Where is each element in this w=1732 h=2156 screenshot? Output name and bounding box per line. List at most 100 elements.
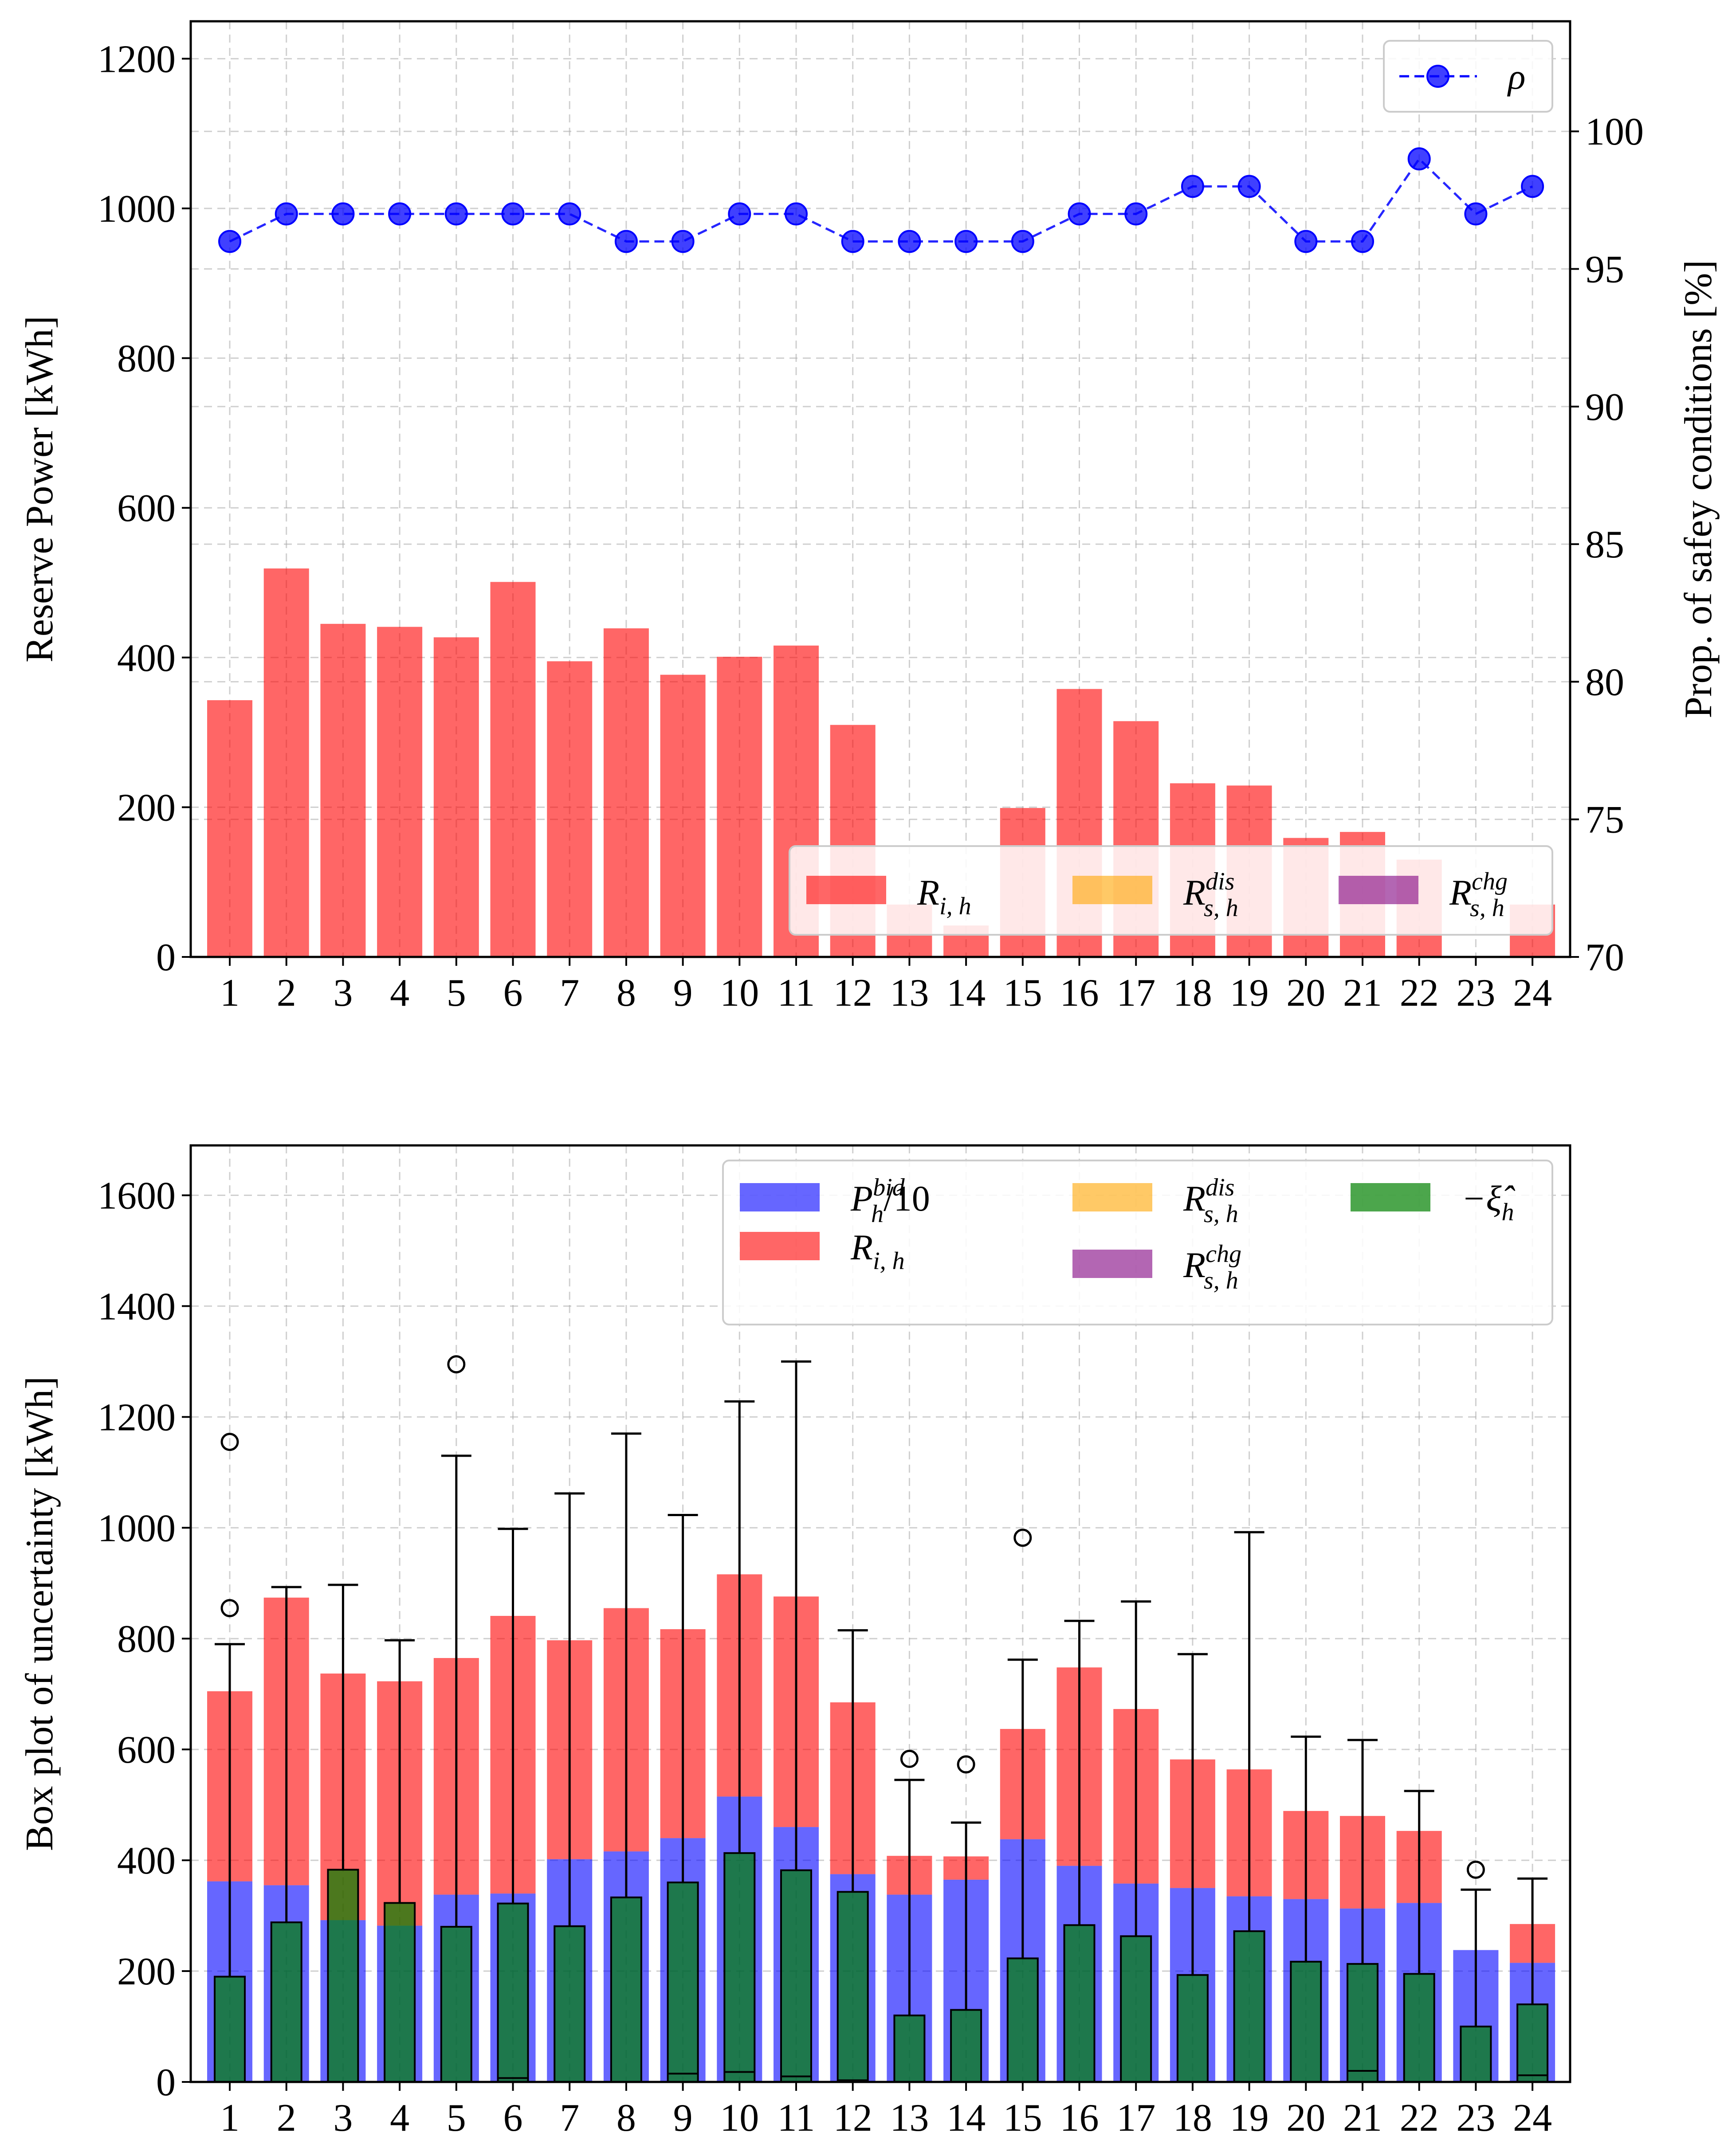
rho-point xyxy=(444,202,468,226)
top-legend-rho: ρ xyxy=(1383,40,1553,113)
top-x-tick-label: 23 xyxy=(1456,972,1495,1015)
top-bar-r-ih xyxy=(660,674,706,957)
rho-point xyxy=(954,230,978,253)
bottom-y-ticks: 0 200 400 600 800 1000 1200 1400 1600 xyxy=(98,1174,191,2104)
top-legend-reserves: Ri, h Rdis s, h Rchg s, h xyxy=(789,845,1553,936)
bottom-y-tick-label: 400 xyxy=(117,1839,176,1882)
boxplot-box xyxy=(1516,2003,1549,2083)
top-bar-r-ih xyxy=(717,657,762,957)
rho-point xyxy=(1294,230,1318,253)
top-bar-r-ih xyxy=(263,568,309,957)
top-x-tick-label: 11 xyxy=(778,972,815,1015)
top-y-tick-label: 600 xyxy=(117,487,176,530)
bottom-x-tick-label: 3 xyxy=(333,2097,353,2140)
rho-point xyxy=(898,230,921,253)
top-bar-r-ih xyxy=(547,661,593,957)
boxplot-box xyxy=(270,1921,302,2083)
top-y2-tick-label: 70 xyxy=(1585,936,1624,979)
top-y-tick-label: 1000 xyxy=(98,188,176,231)
rho-series-line xyxy=(229,157,1533,243)
rho-legend-label: ρ xyxy=(1507,56,1525,97)
top-y2-tick-label: 85 xyxy=(1585,523,1624,566)
top-x-tick-label: 20 xyxy=(1286,972,1325,1015)
top-rho-line xyxy=(218,147,1544,253)
bottom-x-tick-label: 18 xyxy=(1173,2097,1212,2140)
bottom-legend-label: Ri, h xyxy=(850,1227,905,1275)
boxplot-outlier xyxy=(447,1355,466,1374)
bottom-x-tick-label: 8 xyxy=(617,2097,636,2140)
bottom-x-ticks: 1 2 3 4 5 6 7 8 9 10 11 12 13 14 15 16 17 18 19 20 21 22 23 24 xyxy=(220,2082,1552,2140)
boxplot-box xyxy=(554,1925,586,2083)
bottom-legend-swatch xyxy=(740,1183,820,1211)
bottom-y-tick-label: 1200 xyxy=(98,1396,176,1439)
top-y2-tick-label: 95 xyxy=(1585,248,1624,291)
bottom-x-tick-label: 6 xyxy=(503,2097,523,2140)
boxplot-box xyxy=(1006,1957,1039,2083)
boxplot-outlier xyxy=(220,1599,239,1618)
top-x-tick-label: 16 xyxy=(1060,972,1099,1015)
top-x-tick-label: 3 xyxy=(333,972,353,1015)
top-y2-tick-label: 90 xyxy=(1585,386,1624,429)
bottom-x-tick-label: 10 xyxy=(720,2097,759,2140)
boxplot-box xyxy=(440,1926,472,2083)
boxplot-box xyxy=(1460,2026,1492,2083)
boxplot-box xyxy=(667,1882,699,2083)
bottom-x-tick-label: 17 xyxy=(1116,2097,1155,2140)
bottom-y-tick-label: 1000 xyxy=(98,1507,176,1550)
top-x-tick-label: 22 xyxy=(1400,972,1439,1015)
bottom-x-tick-label: 2 xyxy=(277,2097,296,2140)
top-y2-tick-label: 80 xyxy=(1585,661,1624,704)
bottom-x-tick-label: 22 xyxy=(1400,2097,1439,2140)
rho-point xyxy=(728,202,751,226)
rho-point xyxy=(614,230,638,253)
top-x-tick-label: 18 xyxy=(1173,972,1212,1015)
top-x-tick-label: 21 xyxy=(1343,972,1382,1015)
bottom-chart-panel: 1 2 3 4 5 6 7 8 9 10 11 12 13 14 15 16 17 18 19 20 21 22 23 24 … xyxy=(18,1144,1571,2140)
rho-point xyxy=(841,230,864,253)
rho-point xyxy=(558,202,581,226)
bottom-legend-box xyxy=(722,1160,1553,1325)
rho-point xyxy=(388,202,412,226)
bottom-y-tick-label: 1400 xyxy=(98,1285,176,1328)
boxplot-box xyxy=(610,1896,642,2083)
boxplot-box xyxy=(1347,1963,1379,2083)
bottom-y-tick-label: 200 xyxy=(117,1950,176,1993)
top-y2-tick-label: 75 xyxy=(1585,799,1624,842)
top-x-tick-label: 6 xyxy=(503,972,523,1015)
boxplot-box xyxy=(327,1869,359,2083)
top-x-ticks: 1 2 3 4 5 6 7 8 9 10 11 12 13 14 15 16 17 18 19 20 21 22 23 24 xyxy=(220,957,1552,1015)
rho-point xyxy=(1011,230,1034,253)
bottom-x-tick-label: 9 xyxy=(673,2097,693,2140)
bottom-legend-label: Rchg s, h xyxy=(1183,1240,1241,1294)
boxplot-box xyxy=(780,1869,812,2083)
bottom-legend-label: Rdis s, h xyxy=(1183,1174,1238,1228)
boxplot-outlier xyxy=(1466,1860,1485,1879)
top-x-tick-label: 4 xyxy=(390,972,409,1015)
rho-point xyxy=(1464,202,1488,226)
top-y-tick-label: 1200 xyxy=(98,38,176,81)
bottom-y-tick-label: 1600 xyxy=(98,1174,176,1217)
top-y-axis-label: Reserve Power [kWh] xyxy=(18,316,61,662)
rho-point xyxy=(671,230,695,253)
rho-point xyxy=(785,202,808,226)
rho-point xyxy=(218,230,241,253)
top-y-tick-label: 400 xyxy=(117,637,176,680)
bottom-x-tick-label: 15 xyxy=(1003,2097,1042,2140)
boxplot-outlier xyxy=(900,1749,919,1768)
bottom-y-tick-label: 0 xyxy=(156,2061,176,2104)
top-x-tick-label: 2 xyxy=(277,972,296,1015)
rho-point xyxy=(1124,202,1148,226)
bottom-x-tick-label: 1 xyxy=(220,2097,240,2140)
bottom-x-tick-label: 24 xyxy=(1513,2097,1552,2140)
reserves-legend-swatch xyxy=(1339,876,1418,904)
top-y-tick-label: 800 xyxy=(117,337,176,380)
top-y-tick-label: 0 xyxy=(156,936,176,979)
top-bar-r-ih xyxy=(433,637,479,957)
top-x-tick-label: 17 xyxy=(1116,972,1155,1015)
rho-point xyxy=(275,202,298,226)
rho-point xyxy=(331,202,355,226)
boxplot-outlier xyxy=(220,1433,239,1451)
top-x-tick-label: 14 xyxy=(947,972,986,1015)
boxplot-box xyxy=(723,1852,756,2083)
